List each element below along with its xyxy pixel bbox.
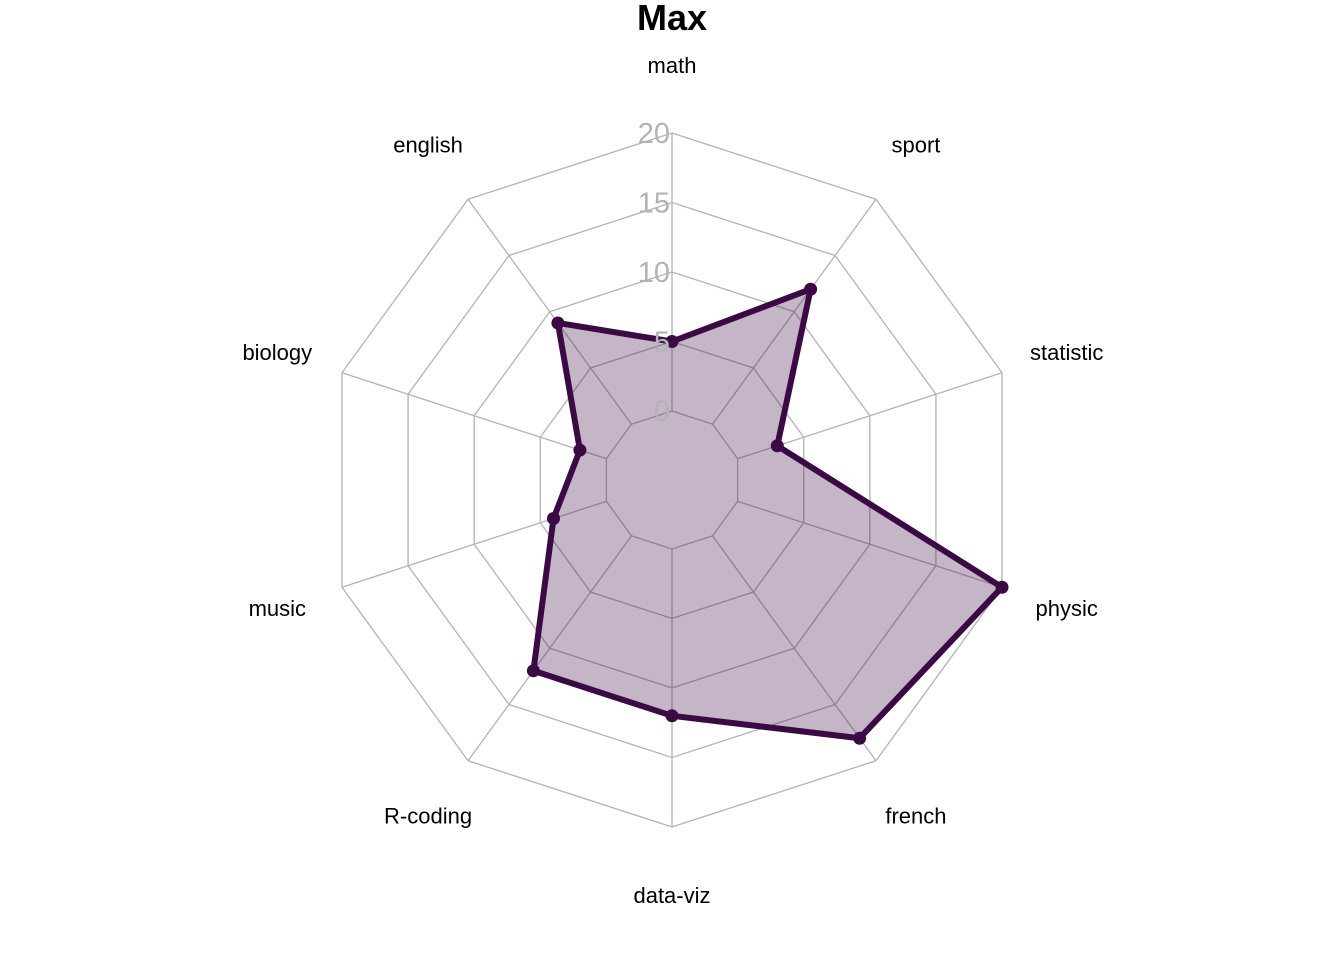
spoke-french (712, 535, 877, 762)
data-point-math (665, 335, 679, 348)
tick-label-15: 15 (638, 188, 670, 220)
data-point-R-coding (526, 664, 540, 678)
axis-label-biology: biology (242, 340, 312, 365)
data-point-music (547, 512, 560, 525)
radar-series (526, 282, 1009, 745)
data-point-physic (995, 580, 1009, 594)
axis-label-R-coding: R-coding (384, 804, 472, 829)
radar-axis-labels: math sport statistic physic french data-viz R-… (242, 53, 1103, 908)
spoke-music (341, 500, 607, 588)
data-point-french (853, 731, 867, 745)
data-point-sport (804, 282, 818, 296)
spoke-physic (737, 500, 1003, 588)
radar-grid (341, 132, 1003, 828)
spoke-sport (712, 198, 877, 425)
tick-label-0: 0 (654, 396, 670, 428)
data-point-biology (573, 443, 587, 457)
axis-label-statistic: statistic (1030, 340, 1103, 365)
axis-label-physic: physic (1036, 596, 1098, 621)
axis-label-music: music (249, 596, 306, 621)
spoke-biology (341, 372, 607, 460)
data-point-statistic (770, 439, 784, 453)
tick-label-5: 5 (654, 327, 670, 359)
series-area (533, 289, 1003, 739)
data-point-english (551, 316, 565, 330)
axis-label-math: math (648, 53, 697, 78)
tick-label-10: 10 (638, 257, 670, 289)
chart-title: Max (637, 0, 707, 38)
spoke-english (467, 198, 632, 425)
tick-label-20: 20 (638, 118, 670, 150)
axis-label-english: english (393, 132, 463, 157)
spoke-R-coding (467, 535, 632, 762)
axis-label-sport: sport (891, 132, 940, 157)
data-point-data-viz (665, 709, 679, 723)
axis-label-french: french (885, 804, 946, 829)
radar-tick-labels: 0 5 10 15 20 (638, 118, 670, 428)
axis-label-data-viz: data-viz (633, 883, 710, 908)
